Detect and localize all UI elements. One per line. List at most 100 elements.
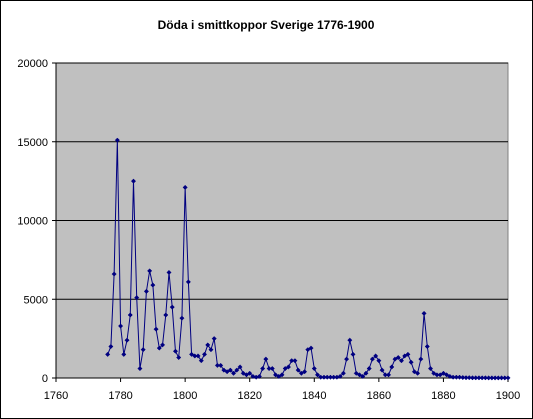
data-point	[424, 343, 430, 350]
data-point	[421, 310, 427, 316]
data-point	[460, 374, 466, 381]
data-point	[143, 288, 149, 294]
data-point	[169, 304, 175, 310]
data-point	[356, 372, 363, 378]
data-point	[163, 312, 169, 318]
data-point	[298, 370, 304, 376]
data-point	[176, 354, 182, 361]
data-point	[201, 351, 208, 357]
x-tick-label: 1880	[431, 390, 455, 402]
data-point	[385, 372, 392, 378]
data-point	[105, 351, 111, 357]
data-point	[124, 337, 130, 343]
data-point	[114, 137, 120, 143]
data-point	[366, 365, 372, 372]
x-tick-label: 1800	[173, 390, 197, 402]
data-point	[269, 365, 275, 372]
data-point	[263, 356, 269, 362]
data-point	[118, 323, 124, 329]
data-point	[431, 370, 437, 376]
data-point	[408, 359, 414, 365]
data-point	[444, 372, 450, 378]
data-point	[208, 347, 214, 353]
data-point	[308, 345, 314, 351]
data-point	[218, 362, 224, 368]
data-point	[295, 367, 301, 373]
x-tick-labels: 1760 1780 1800 1820 1840 1860 1880 1900	[44, 390, 520, 402]
data-point	[405, 351, 411, 357]
data-point	[276, 373, 282, 379]
series-layer	[105, 137, 511, 381]
data-point	[185, 279, 191, 285]
data-point	[108, 343, 114, 350]
data-point	[147, 268, 153, 274]
data-point	[130, 178, 137, 184]
data-point	[166, 269, 172, 276]
data-point	[350, 351, 356, 357]
data-point	[395, 354, 401, 361]
data-point	[457, 374, 463, 380]
y-tick-label: 5000	[24, 294, 48, 306]
data-point	[198, 358, 204, 364]
data-point	[392, 356, 398, 362]
y-tick-label: 10000	[17, 216, 48, 228]
data-point	[337, 373, 343, 379]
axes	[52, 62, 509, 382]
data-point	[211, 336, 217, 342]
gridlines	[56, 62, 508, 300]
data-point	[363, 370, 369, 376]
data-point	[243, 372, 250, 378]
data-point	[379, 367, 385, 373]
data-point	[234, 367, 240, 373]
data-point	[256, 373, 262, 379]
data-point	[311, 365, 317, 372]
data-point	[344, 356, 350, 362]
data-point	[305, 347, 311, 353]
data-point	[156, 345, 162, 351]
data-point	[221, 367, 227, 373]
data-point	[182, 184, 188, 190]
data-point	[137, 365, 143, 372]
data-point	[282, 365, 288, 372]
data-point	[224, 369, 230, 375]
data-point	[482, 375, 488, 381]
data-point	[240, 370, 246, 376]
data-point	[353, 370, 359, 376]
data-point	[189, 351, 195, 357]
data-point	[340, 370, 346, 376]
y-tick-label: 20000	[17, 58, 48, 70]
data-point	[247, 370, 253, 376]
data-point	[402, 353, 408, 359]
data-point	[153, 326, 159, 332]
data-point	[505, 375, 511, 381]
x-tick-label: 1860	[367, 390, 391, 402]
x-tick-label: 1900	[496, 390, 520, 402]
data-point	[237, 364, 243, 370]
y-tick-label: 15000	[17, 137, 48, 149]
data-point	[279, 372, 285, 378]
data-point	[195, 353, 201, 359]
data-point	[172, 348, 179, 354]
data-point	[285, 364, 292, 370]
data-point	[140, 347, 146, 353]
data-point	[272, 372, 279, 378]
x-tick-label: 1840	[302, 390, 326, 402]
x-tick-label: 1780	[108, 390, 132, 402]
data-point	[415, 370, 421, 376]
data-point	[373, 353, 379, 359]
data-point	[398, 358, 405, 364]
data-point	[314, 372, 321, 378]
data-point	[418, 356, 424, 362]
y-tick-labels: 0 5000 10000 15000 20000	[17, 58, 48, 385]
data-point	[134, 295, 140, 301]
chart-title: Döda i smittkoppor Sverige 1776-1900	[158, 18, 375, 32]
data-point	[150, 282, 156, 288]
data-point	[347, 337, 353, 343]
data-point	[121, 351, 127, 357]
x-tick-label: 1820	[237, 390, 261, 402]
data-point	[411, 369, 417, 375]
data-point	[427, 365, 434, 372]
data-point	[292, 358, 298, 364]
data-point	[440, 370, 446, 376]
